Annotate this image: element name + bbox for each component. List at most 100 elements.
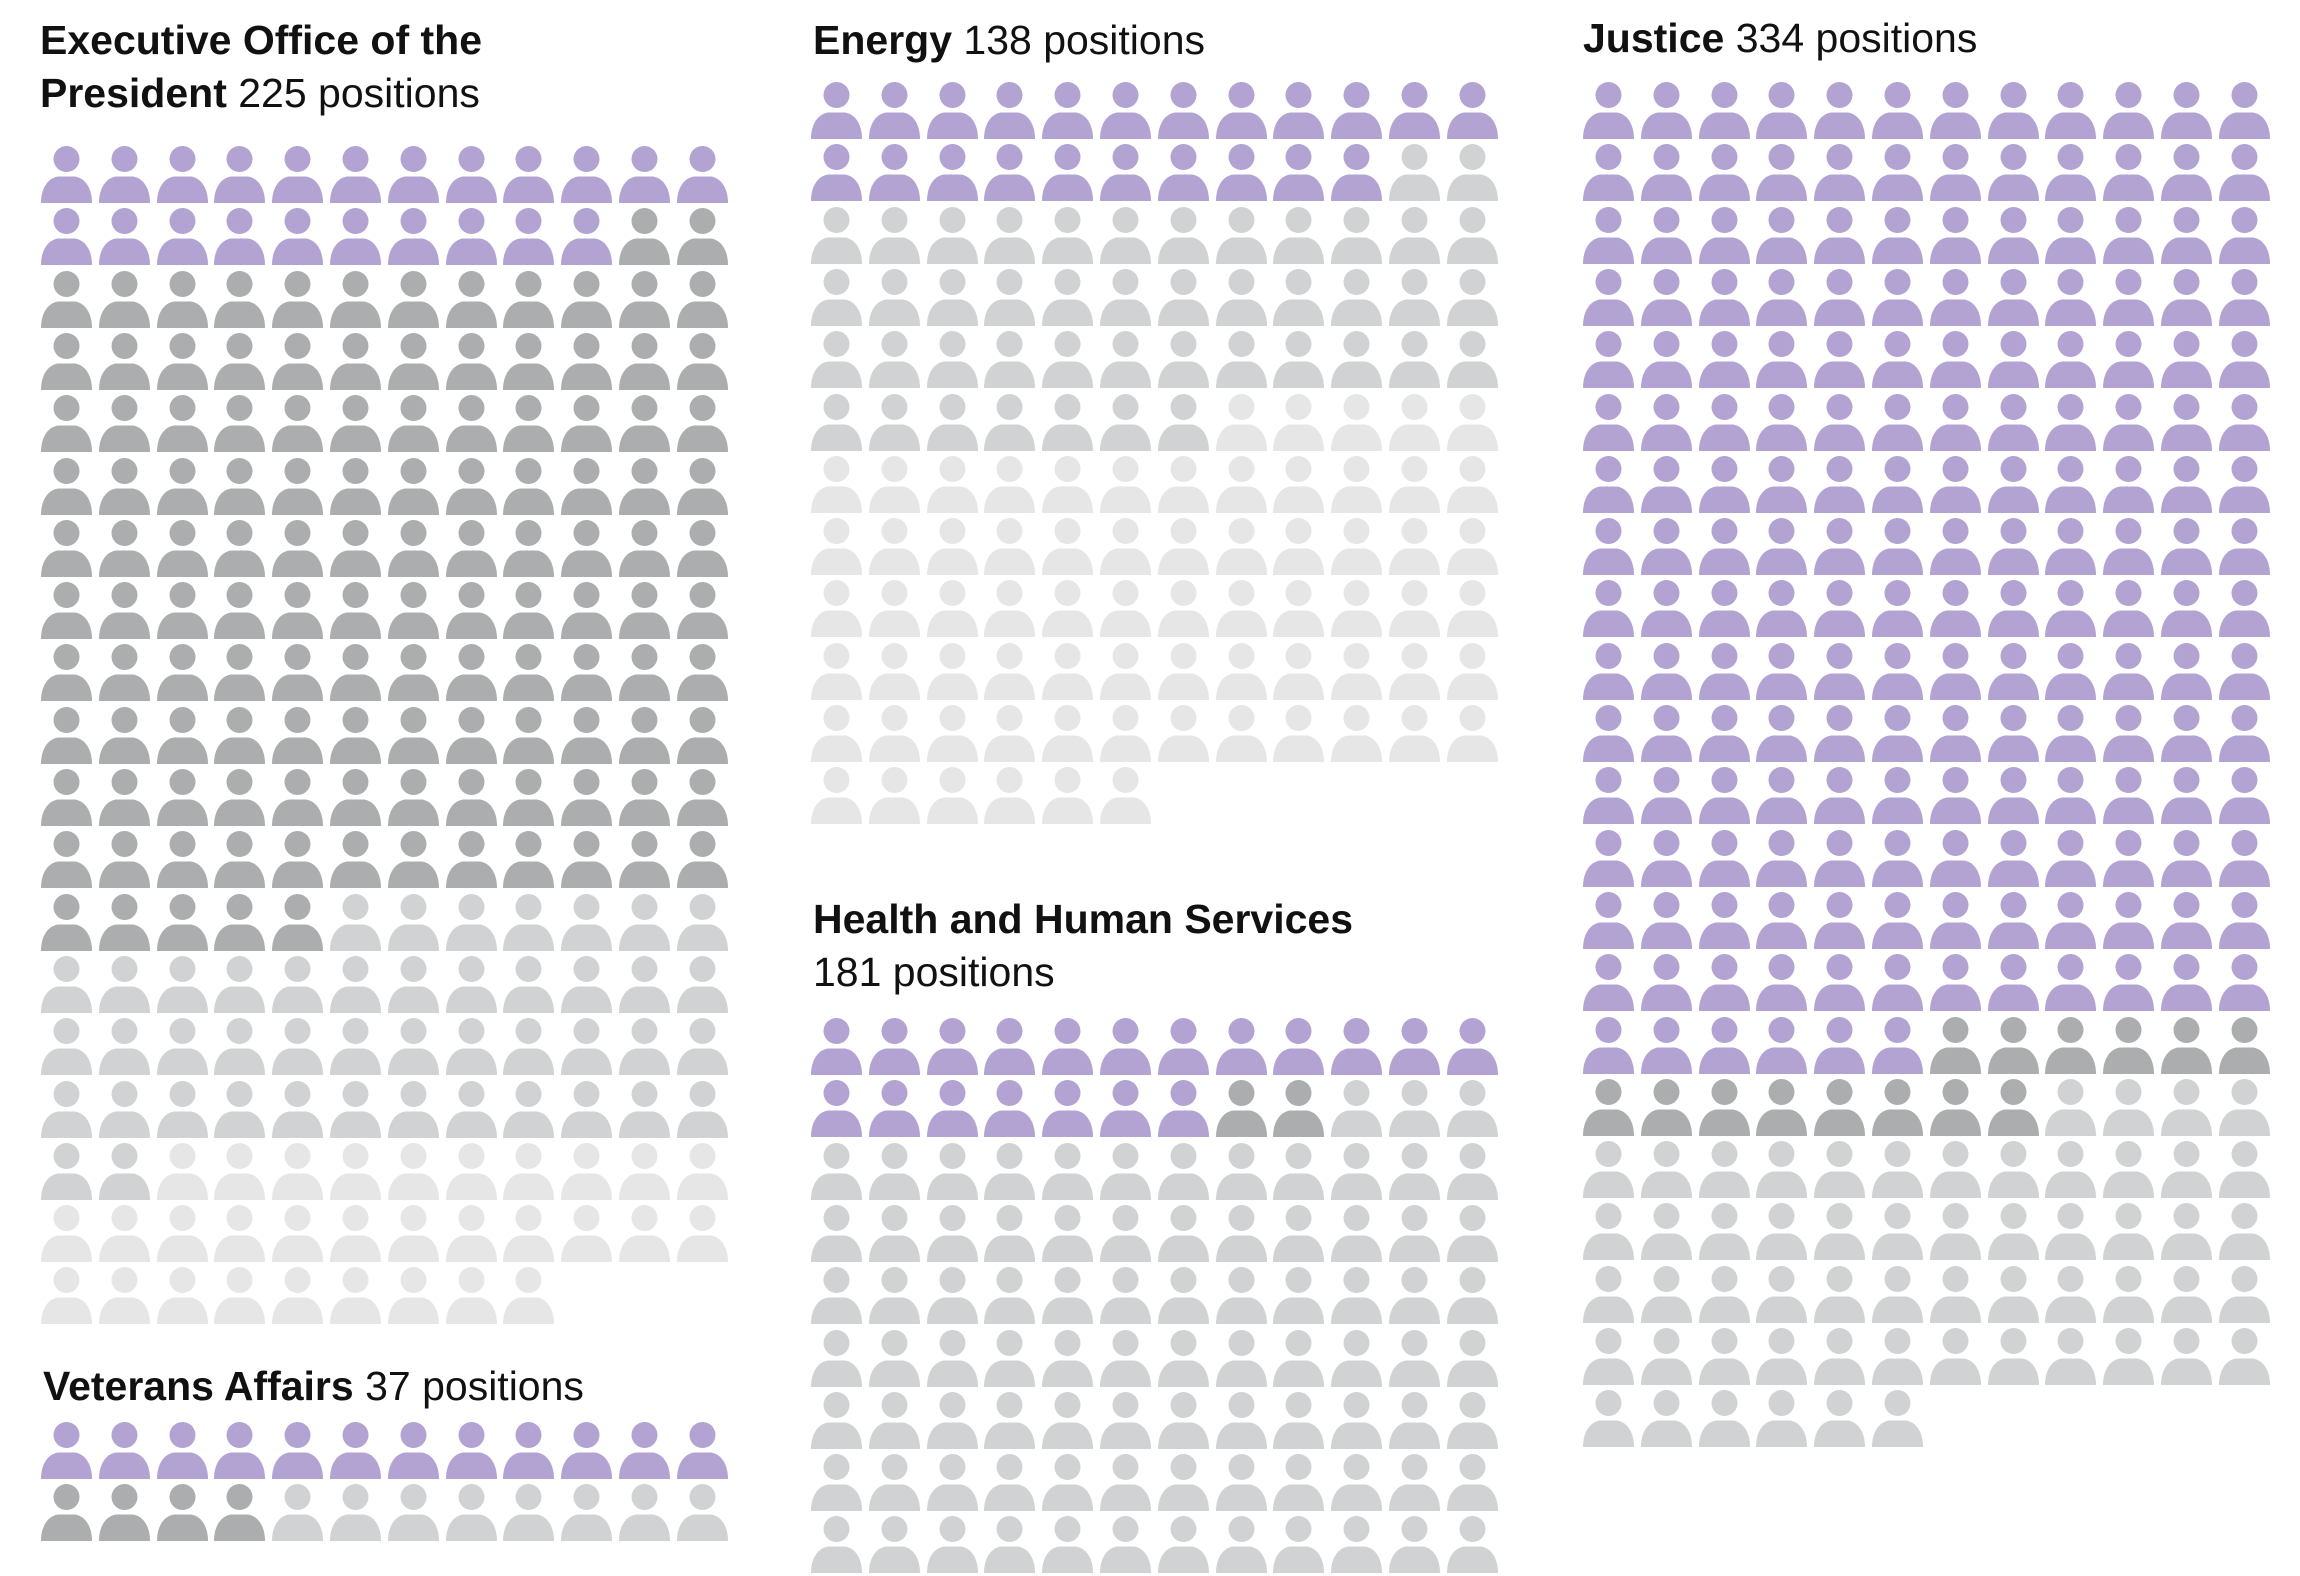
person-icon [868, 1018, 920, 1075]
person-icon [1583, 518, 1634, 576]
person-icon [41, 706, 92, 764]
person-icon [330, 769, 381, 826]
person-icon [1042, 518, 1094, 576]
person-icon [676, 332, 728, 390]
person-icon [926, 331, 978, 389]
person-icon [1446, 82, 1498, 139]
person-icon [1698, 455, 1750, 513]
person-icon [1446, 268, 1498, 326]
person-icon [1698, 1265, 1750, 1323]
person-icon [1814, 829, 1866, 887]
eop-name: Executive Office of the [40, 17, 483, 63]
person-icon [1698, 954, 1750, 1012]
person-icon [41, 1205, 92, 1263]
person-icon [98, 146, 150, 203]
person-icon [387, 1142, 439, 1200]
person-icon [868, 1142, 920, 1200]
justice-title: Justice 334 positions [1583, 12, 1977, 65]
person-icon [2161, 580, 2212, 638]
person-icon [1929, 1141, 1981, 1199]
person-icon [2218, 1203, 2270, 1261]
person-icon [1583, 642, 1634, 700]
person-icon [272, 208, 324, 266]
person-icon [445, 519, 497, 577]
person-icon [1583, 1390, 1634, 1448]
person-icon [561, 519, 613, 577]
person-icon [1698, 331, 1750, 389]
person-icon [2161, 206, 2212, 264]
person-icon [272, 1422, 324, 1479]
person-icon [445, 1205, 497, 1263]
person-icon [1929, 393, 1981, 451]
person-icon [1331, 705, 1383, 762]
person-icon [387, 582, 439, 640]
person-icon [676, 706, 728, 764]
person-icon [868, 767, 920, 825]
person-icon [1389, 1018, 1440, 1075]
person-icon [98, 270, 150, 328]
person-icon [868, 82, 920, 139]
person-icon [1446, 1516, 1498, 1574]
person-icon [330, 1080, 381, 1138]
person-icon [1698, 1328, 1750, 1385]
person-icon [41, 332, 92, 390]
person-icon [387, 1484, 439, 1542]
person-icon [387, 644, 439, 702]
person-icon [984, 268, 1036, 326]
person-icon [156, 955, 208, 1013]
person-icon [156, 332, 208, 390]
person-icon [1100, 268, 1151, 326]
person-icon [445, 332, 497, 390]
person-icon [1640, 1328, 1692, 1385]
person-icon [676, 519, 728, 577]
person-icon [1814, 206, 1866, 264]
person-icon [330, 644, 381, 702]
person-icon [2103, 518, 2155, 576]
person-icon [1100, 1391, 1151, 1449]
person-icon [1814, 891, 1866, 949]
person-icon [387, 519, 439, 577]
person-icon [1756, 642, 1808, 700]
person-icon [2218, 580, 2270, 638]
va-title: Veterans Affairs 37 positions [43, 1360, 584, 1413]
person-icon [1446, 331, 1498, 389]
person-icon [445, 644, 497, 702]
person-icon [1273, 144, 1325, 202]
person-icon [1698, 1203, 1750, 1261]
person-icon [156, 270, 208, 328]
person-icon [984, 1329, 1036, 1387]
person-icon [445, 893, 497, 951]
person-icon [2103, 268, 2155, 326]
person-icon [2161, 642, 2212, 700]
person-icon [1756, 82, 1808, 139]
person-icon [503, 706, 555, 764]
person-icon [1583, 1078, 1634, 1136]
person-icon [676, 955, 728, 1013]
person-icon [1100, 331, 1151, 389]
person-icon [1640, 455, 1692, 513]
person-icon [41, 955, 92, 1013]
person-icon [676, 395, 728, 453]
person-icon [926, 393, 978, 451]
person-icon [1640, 206, 1692, 264]
person-icon [1698, 518, 1750, 576]
person-icon [272, 831, 324, 889]
person-icon [811, 767, 862, 825]
person-icon [445, 208, 497, 266]
person-icon [272, 1205, 324, 1263]
person-icon [1331, 331, 1383, 389]
person-icon [1100, 1204, 1151, 1262]
person-icon [2161, 144, 2212, 202]
person-icon [1157, 393, 1209, 451]
person-icon [1273, 1142, 1325, 1200]
person-icon [330, 457, 381, 515]
person-icon [1100, 1516, 1151, 1574]
person-icon [2103, 829, 2155, 887]
person-icon [330, 146, 381, 203]
person-icon [1698, 144, 1750, 202]
person-icon [1929, 206, 1981, 264]
person-icon [1331, 1142, 1383, 1200]
person-icon [811, 1391, 862, 1449]
person-icon [330, 395, 381, 453]
person-icon [2103, 954, 2155, 1012]
